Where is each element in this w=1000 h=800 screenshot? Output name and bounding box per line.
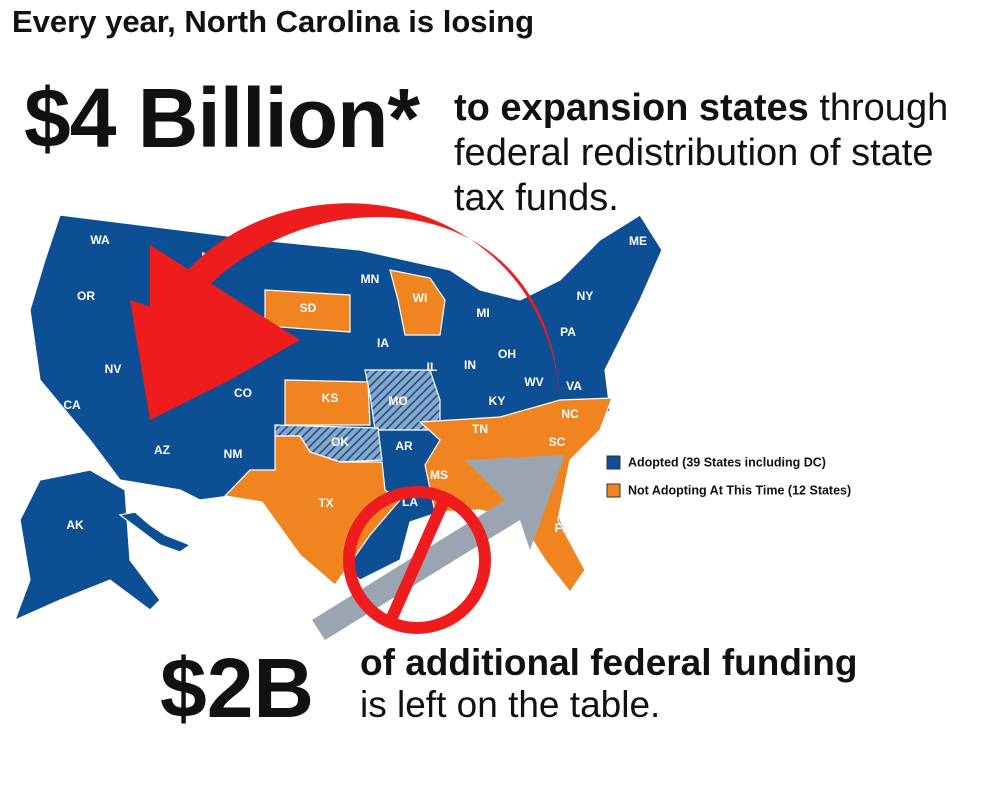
- headline-rest: through federal redistribution of state …: [454, 87, 949, 219]
- state-label: IL: [427, 360, 438, 374]
- state-label: AK: [66, 518, 84, 532]
- state-label: VT: [574, 230, 590, 244]
- title: Every year, North Carolina is losing: [12, 4, 535, 39]
- state-label: TX: [318, 496, 333, 510]
- state-label: SC: [549, 435, 566, 449]
- state-label: DC: [628, 389, 646, 403]
- state-label: MS: [430, 468, 448, 482]
- state-label: MD: [637, 362, 656, 376]
- legend-swatch: [606, 455, 621, 470]
- state-label: MN: [361, 272, 380, 286]
- state-label: KS: [322, 391, 339, 405]
- legend: Adopted (39 States including DC) Not Adop…: [606, 455, 851, 498]
- state-label: RI: [665, 306, 677, 320]
- state-label: SD: [300, 301, 317, 315]
- state-label: OR: [77, 289, 95, 303]
- state-label: KY: [489, 394, 506, 408]
- state-orange: [264, 289, 351, 333]
- state-label: MA: [679, 285, 698, 299]
- state-label: NJ: [642, 332, 657, 346]
- red-arrowhead: [150, 245, 300, 420]
- state-label: NH: [663, 262, 680, 276]
- state-label: AZ: [154, 443, 170, 457]
- state-label: OK: [331, 435, 349, 449]
- state-label: NC: [561, 407, 579, 421]
- state-label: DE: [638, 347, 655, 361]
- footer-text: of additional federal funding is left on …: [360, 642, 920, 726]
- state-label: AR: [395, 439, 413, 453]
- headline-amount: $4 Billion*: [24, 71, 420, 165]
- state-orange: [284, 379, 371, 426]
- state-label: NV: [105, 362, 122, 376]
- red-arrow: [130, 203, 560, 420]
- footer-rest: is left on the table.: [360, 684, 661, 725]
- state-label: ME: [629, 234, 647, 248]
- legend-swatch: [606, 483, 621, 498]
- state-label: WV: [524, 375, 543, 389]
- headline-lead: to expansion states: [454, 87, 809, 129]
- state-label: WI: [413, 291, 428, 305]
- state-label: OH: [498, 347, 516, 361]
- state-label: WA: [90, 233, 110, 247]
- headline-text: to expansion states through federal redi…: [454, 86, 984, 221]
- footer-amount: $2B: [160, 641, 315, 735]
- state-label: IA: [377, 336, 389, 350]
- footer-lead: of additional federal funding: [360, 642, 858, 683]
- state-label: HI: [206, 540, 218, 554]
- us-map: WAMTORSDMNWIMINYVTMENHMACTRINJDEMDDCPANV…: [13, 214, 698, 622]
- state-label: CT: [645, 314, 662, 328]
- state-label: CO: [234, 386, 252, 400]
- state-label: CA: [63, 398, 81, 412]
- legend-label: Not Adopting At This Time (12 States): [628, 483, 851, 497]
- state-label: MO: [388, 394, 407, 408]
- hawaii: [118, 511, 192, 553]
- prohibition-bar: [384, 495, 451, 625]
- state-label: MI: [476, 306, 489, 320]
- state-label: PA: [560, 325, 576, 339]
- legend-label: Adopted (39 States including DC): [628, 455, 826, 469]
- state-label: FL: [555, 521, 570, 535]
- prohibition-circle: [343, 486, 491, 634]
- state-label: NM: [224, 447, 243, 461]
- state-orange: [223, 435, 401, 586]
- gray-arrow: [312, 455, 565, 640]
- state-label: NY: [577, 289, 594, 303]
- alaska: [13, 469, 161, 622]
- state-label: VA: [566, 379, 582, 393]
- state-label: TN: [472, 422, 488, 436]
- state-orange: [389, 269, 446, 336]
- state-label: IN: [464, 358, 476, 372]
